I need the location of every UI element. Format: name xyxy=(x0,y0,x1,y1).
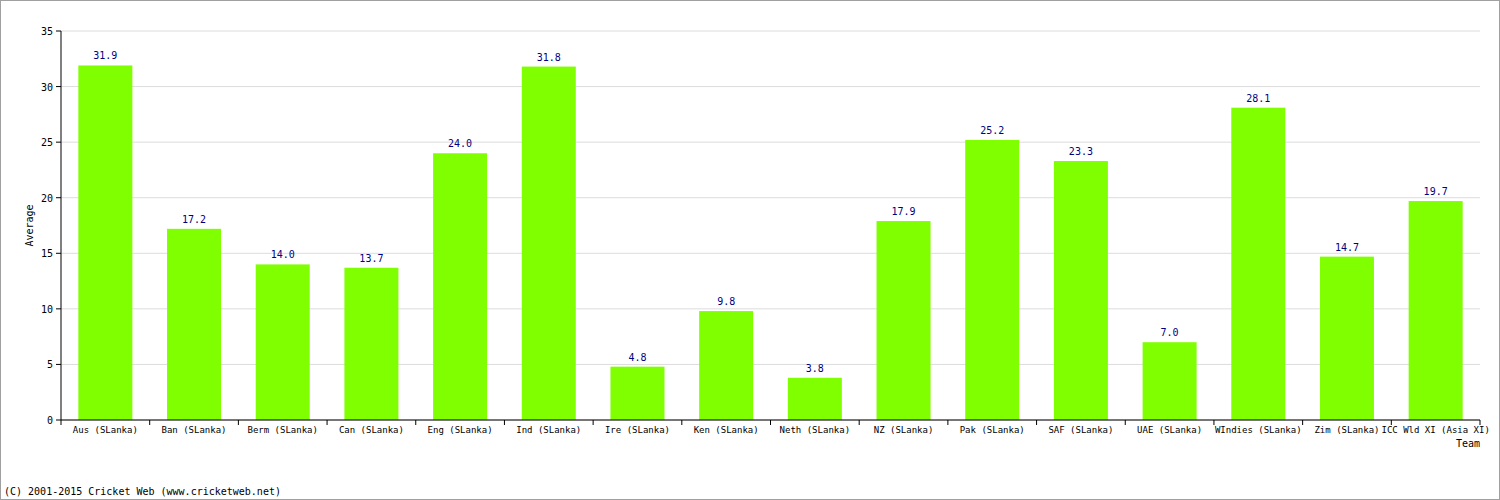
data-label: 25.2 xyxy=(980,125,1004,136)
bar xyxy=(167,229,221,420)
x-tick-label: Ken (SLanka) xyxy=(694,425,759,435)
x-tick-label: Berm (SLanka) xyxy=(247,425,317,435)
y-tick-label: 0 xyxy=(47,415,53,426)
y-axis-title: Average xyxy=(24,204,35,246)
bar xyxy=(1231,108,1285,420)
x-tick-label: WIndies (SLanka) xyxy=(1215,425,1302,435)
footer-note: (C) 2001-2015 Cricket Web (www.cricketwe… xyxy=(4,486,281,497)
x-tick xyxy=(1302,420,1303,425)
y-tick-label: 20 xyxy=(41,193,53,204)
x-axis-title: Team xyxy=(1456,438,1480,449)
bar xyxy=(788,378,842,420)
y-tick-label: 10 xyxy=(41,304,53,315)
bar xyxy=(610,367,664,420)
x-tick xyxy=(415,420,416,425)
data-label: 14.7 xyxy=(1335,242,1359,253)
data-label: 9.8 xyxy=(717,296,735,307)
grid-line xyxy=(61,31,1480,32)
data-label: 3.8 xyxy=(806,363,824,374)
bar xyxy=(1320,257,1374,420)
bars xyxy=(78,65,1462,420)
x-tick xyxy=(238,420,239,425)
bar xyxy=(522,67,576,420)
data-label: 24.0 xyxy=(448,138,472,149)
x-tick xyxy=(504,420,505,425)
bar xyxy=(256,264,310,420)
bar xyxy=(965,140,1019,420)
x-tick xyxy=(859,420,860,425)
x-tick-label: UAE (SLanka) xyxy=(1137,425,1202,435)
data-label: 14.0 xyxy=(271,249,295,260)
y-tick-label: 5 xyxy=(47,359,53,370)
grid-line xyxy=(61,86,1480,87)
x-tick xyxy=(1036,420,1037,425)
y-tick xyxy=(56,364,61,365)
x-tick-label: SAF (SLanka) xyxy=(1048,425,1113,435)
y-tick xyxy=(56,420,61,421)
x-tick xyxy=(593,420,594,425)
bar xyxy=(1409,201,1463,420)
y-tick xyxy=(56,86,61,87)
y-tick xyxy=(56,253,61,254)
y-tick xyxy=(56,308,61,309)
data-label: 19.7 xyxy=(1424,186,1448,197)
data-label: 17.9 xyxy=(891,206,915,217)
data-label: 7.0 xyxy=(1161,327,1179,338)
bar xyxy=(433,153,487,420)
data-label: 4.8 xyxy=(628,352,646,363)
x-tick-label: Neth (SLanka) xyxy=(780,425,850,435)
bar xyxy=(877,221,931,420)
x-tick-label: Ire (SLanka) xyxy=(605,425,670,435)
y-tick-label: 15 xyxy=(41,248,53,259)
y-tick xyxy=(56,31,61,32)
x-tick xyxy=(681,420,682,425)
frame xyxy=(1,1,1500,500)
bar xyxy=(1143,342,1197,420)
y-tick xyxy=(56,142,61,143)
bar xyxy=(1054,161,1108,420)
bar xyxy=(78,65,132,420)
x-tick xyxy=(61,420,62,425)
x-tick-label: Zim (SLanka) xyxy=(1314,425,1379,435)
data-label: 31.9 xyxy=(93,50,117,61)
y-tick-label: 30 xyxy=(41,82,53,93)
data-label: 28.1 xyxy=(1246,93,1270,104)
x-tick xyxy=(327,420,328,425)
x-tick-label: Pak (SLanka) xyxy=(960,425,1025,435)
x-tick-label: Ban (SLanka) xyxy=(162,425,227,435)
x-tick xyxy=(149,420,150,425)
x-tick xyxy=(947,420,948,425)
x-tick xyxy=(1125,420,1126,425)
x-tick-label: NZ (SLanka) xyxy=(874,425,934,435)
data-label: 17.2 xyxy=(182,214,206,225)
y-tick xyxy=(56,197,61,198)
data-label: 13.7 xyxy=(359,253,383,264)
x-tick-label: Eng (SLanka) xyxy=(428,425,493,435)
chart: 0 5 10 15 20 25 30 35 31.9 17.2 14.0 13.7 24.0 31.8 4.… xyxy=(0,0,1500,500)
data-label: 31.8 xyxy=(537,52,561,63)
x-tick-label: ICC Wld XI (Asia XI) xyxy=(1381,425,1489,435)
y-tick-label: 25 xyxy=(41,137,53,148)
y-tick-label: 35 xyxy=(41,26,53,37)
y-axis xyxy=(61,31,62,420)
bar xyxy=(344,268,398,420)
bar xyxy=(699,311,753,420)
x-tick-label: Aus (SLanka) xyxy=(73,425,138,435)
grid xyxy=(61,31,1480,420)
data-label: 23.3 xyxy=(1069,146,1093,157)
x-tick-label: Can (SLanka) xyxy=(339,425,404,435)
x-tick-label: Ind (SLanka) xyxy=(516,425,581,435)
x-tick xyxy=(770,420,771,425)
